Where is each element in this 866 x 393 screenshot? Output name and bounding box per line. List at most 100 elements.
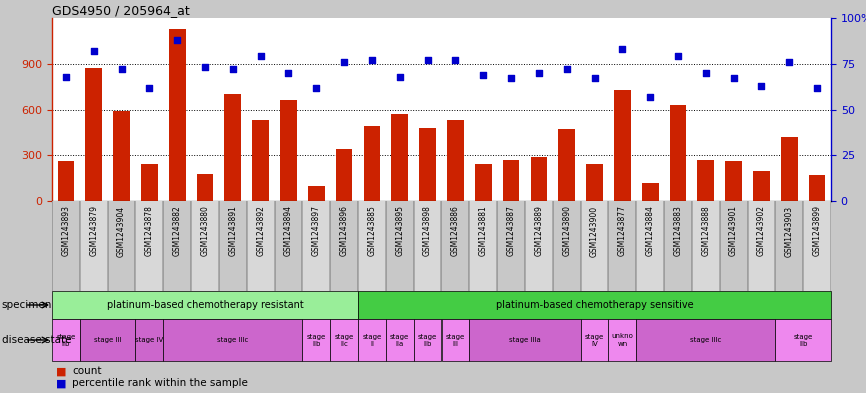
- Text: GSM1243881: GSM1243881: [479, 206, 488, 256]
- Point: [114, 66, 128, 72]
- Point: [504, 75, 518, 81]
- Bar: [80, 201, 107, 291]
- Text: stage
IIa: stage IIa: [391, 334, 410, 347]
- Text: GSM1243904: GSM1243904: [117, 206, 126, 257]
- Point: [198, 64, 212, 71]
- Text: stage
IIb: stage IIb: [418, 334, 437, 347]
- Text: stage IIIc: stage IIIc: [217, 337, 249, 343]
- Bar: [164, 201, 191, 291]
- Bar: [113, 111, 130, 201]
- Text: percentile rank within the sample: percentile rank within the sample: [72, 378, 248, 389]
- Point: [87, 48, 100, 54]
- Point: [421, 57, 435, 63]
- Text: stage
IIb: stage IIb: [56, 334, 75, 347]
- Bar: [191, 201, 219, 291]
- Text: GSM1243895: GSM1243895: [395, 206, 404, 257]
- Text: GSM1243903: GSM1243903: [785, 206, 794, 257]
- Bar: [52, 291, 358, 319]
- Point: [727, 75, 740, 81]
- Bar: [447, 120, 464, 201]
- Bar: [502, 160, 520, 201]
- Text: GSM1243901: GSM1243901: [729, 206, 738, 257]
- Point: [226, 66, 240, 72]
- Bar: [637, 201, 664, 291]
- Text: GSM1243889: GSM1243889: [534, 206, 543, 256]
- Bar: [391, 114, 408, 201]
- Bar: [497, 201, 525, 291]
- Text: GSM1243888: GSM1243888: [701, 206, 710, 256]
- Point: [532, 70, 546, 76]
- Bar: [669, 105, 687, 201]
- Bar: [442, 201, 469, 291]
- Text: GSM1243885: GSM1243885: [367, 206, 377, 256]
- Bar: [414, 201, 442, 291]
- Point: [643, 94, 657, 100]
- Bar: [580, 201, 609, 291]
- Text: stage IIIa: stage IIIa: [509, 337, 541, 343]
- Text: stage
IIc: stage IIc: [334, 334, 353, 347]
- Bar: [308, 186, 325, 201]
- Text: stage
IIb: stage IIb: [307, 334, 326, 347]
- Text: GSM1243890: GSM1243890: [562, 206, 572, 257]
- Text: GSM1243887: GSM1243887: [507, 206, 515, 256]
- Bar: [697, 160, 714, 201]
- Point: [588, 75, 602, 81]
- Bar: [275, 201, 302, 291]
- Bar: [219, 201, 247, 291]
- Point: [365, 57, 378, 63]
- Bar: [781, 137, 798, 201]
- Bar: [559, 129, 575, 201]
- Text: GSM1243896: GSM1243896: [339, 206, 349, 257]
- Point: [616, 46, 630, 52]
- Bar: [336, 149, 352, 201]
- Point: [782, 59, 796, 65]
- Bar: [525, 201, 553, 291]
- Point: [754, 83, 768, 89]
- Text: GSM1243893: GSM1243893: [61, 206, 70, 257]
- Point: [811, 84, 824, 91]
- Bar: [169, 29, 185, 201]
- Bar: [302, 319, 330, 361]
- Bar: [580, 319, 609, 361]
- Bar: [475, 164, 492, 201]
- Bar: [302, 201, 330, 291]
- Bar: [57, 162, 74, 201]
- Bar: [609, 319, 637, 361]
- Bar: [247, 201, 275, 291]
- Bar: [52, 319, 80, 361]
- Bar: [553, 201, 580, 291]
- Text: platinum-based chemotherapy resistant: platinum-based chemotherapy resistant: [107, 300, 303, 310]
- Bar: [642, 183, 658, 201]
- Bar: [720, 201, 747, 291]
- Bar: [614, 90, 630, 201]
- Bar: [52, 201, 80, 291]
- Text: GSM1243902: GSM1243902: [757, 206, 766, 257]
- Bar: [531, 157, 547, 201]
- Point: [309, 84, 323, 91]
- Text: GDS4950 / 205964_at: GDS4950 / 205964_at: [52, 4, 190, 17]
- Bar: [330, 319, 358, 361]
- Text: GSM1243883: GSM1243883: [674, 206, 682, 256]
- Bar: [609, 201, 637, 291]
- Bar: [197, 174, 213, 201]
- Point: [476, 72, 490, 78]
- Bar: [747, 201, 775, 291]
- Bar: [135, 201, 164, 291]
- Point: [449, 57, 462, 63]
- Bar: [809, 175, 825, 201]
- Text: GSM1243900: GSM1243900: [590, 206, 599, 257]
- Text: GSM1243892: GSM1243892: [256, 206, 265, 256]
- Text: ■: ■: [56, 378, 67, 389]
- Text: count: count: [72, 367, 101, 376]
- Point: [699, 70, 713, 76]
- Bar: [469, 201, 497, 291]
- Text: GSM1243897: GSM1243897: [312, 206, 320, 257]
- Point: [337, 59, 351, 65]
- Bar: [664, 201, 692, 291]
- Bar: [386, 201, 414, 291]
- Bar: [330, 201, 358, 291]
- Text: GSM1243894: GSM1243894: [284, 206, 293, 257]
- Text: GSM1243891: GSM1243891: [229, 206, 237, 256]
- Text: GSM1243886: GSM1243886: [451, 206, 460, 256]
- Text: stage IV: stage IV: [135, 337, 164, 343]
